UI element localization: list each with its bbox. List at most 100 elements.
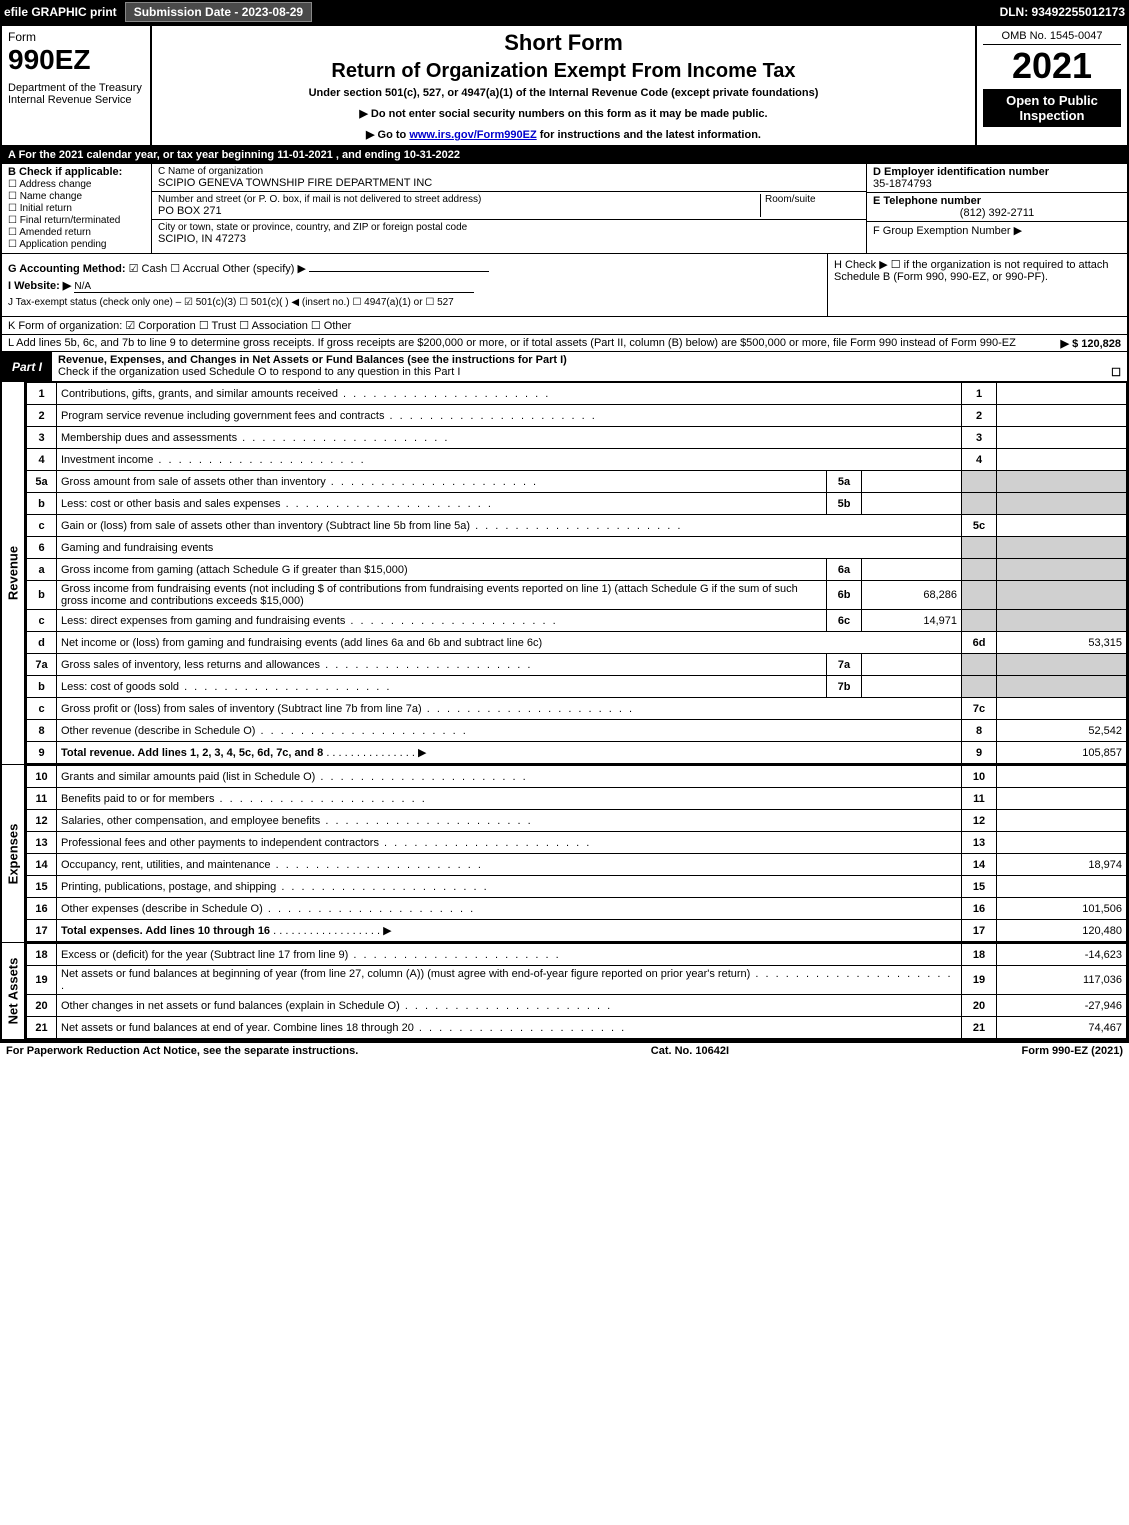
g-accrual[interactable]: ☐ Accrual: [170, 263, 219, 275]
r14-desc: Occupancy, rent, utilities, and maintena…: [61, 859, 483, 871]
r3-desc: Membership dues and assessments: [61, 432, 449, 444]
r18-desc: Excess or (deficit) for the year (Subtra…: [61, 949, 561, 961]
part1-title: Revenue, Expenses, and Changes in Net As…: [52, 352, 1127, 381]
r1-desc: Contributions, gifts, grants, and simila…: [61, 388, 550, 400]
r18-val: -14,623: [997, 944, 1127, 966]
expenses-section: Expenses 10Grants and similar amounts pa…: [2, 765, 1127, 943]
r15-val: [997, 876, 1127, 898]
part1-tag: Part I: [2, 358, 52, 376]
expenses-table: 10Grants and similar amounts paid (list …: [26, 765, 1127, 942]
r21-desc: Net assets or fund balances at end of ye…: [61, 1022, 626, 1034]
part1-title-text: Revenue, Expenses, and Changes in Net As…: [58, 354, 567, 366]
r7a-val: [862, 654, 962, 676]
revenue-side-label: Revenue: [2, 382, 26, 764]
r17-val: 120,480: [997, 920, 1127, 942]
section-ghij: G Accounting Method: ☑ Cash ☐ Accrual Ot…: [2, 254, 1127, 317]
r6-desc: Gaming and fundraising events: [61, 542, 213, 554]
g-label: G Accounting Method:: [8, 263, 126, 275]
line-k: K Form of organization: ☑ Corporation ☐ …: [2, 317, 1127, 335]
g-other[interactable]: Other (specify) ▶: [222, 263, 306, 275]
r6c-desc: Less: direct expenses from gaming and fu…: [61, 615, 558, 627]
r16-val: 101,506: [997, 898, 1127, 920]
submission-date-button[interactable]: Submission Date - 2023-08-29: [125, 2, 312, 22]
r6b-val: 68,286: [862, 581, 962, 610]
section-b: B Check if applicable: ☐ Address change …: [2, 164, 152, 253]
r6c-val: 14,971: [862, 610, 962, 632]
r20-val: -27,946: [997, 995, 1127, 1017]
addr-value: PO BOX 271: [158, 205, 760, 217]
r14-val: 18,974: [997, 854, 1127, 876]
r4-desc: Investment income: [61, 454, 366, 466]
part1-checkbox[interactable]: ☐: [1111, 366, 1121, 379]
note-ssn: ▶ Do not enter social security numbers o…: [158, 107, 969, 120]
org-name: SCIPIO GENEVA TOWNSHIP FIRE DEPARTMENT I…: [158, 177, 860, 189]
chk-address-change[interactable]: ☐ Address change: [8, 179, 145, 190]
r6d-val: 53,315: [997, 632, 1127, 654]
chk-final-return[interactable]: ☐ Final return/terminated: [8, 215, 145, 226]
r4-val: [997, 449, 1127, 471]
r12-val: [997, 810, 1127, 832]
l-text: L Add lines 5b, 6c, and 7b to line 9 to …: [8, 337, 1016, 349]
section-a: A For the 2021 calendar year, or tax yea…: [2, 147, 1127, 164]
r9-desc: Total revenue. Add lines 1, 2, 3, 4, 5c,…: [61, 747, 323, 759]
expenses-side-label: Expenses: [2, 765, 26, 942]
r5b-val: [862, 493, 962, 515]
chk-initial-return[interactable]: ☐ Initial return: [8, 203, 145, 214]
website-value: N/A: [74, 281, 474, 293]
dept-label: Department of the Treasury: [8, 82, 144, 94]
r7b-val: [862, 676, 962, 698]
ein-label: D Employer identification number: [873, 166, 1121, 178]
r5b-desc: Less: cost or other basis and sales expe…: [61, 498, 493, 510]
r11-val: [997, 788, 1127, 810]
g-cash[interactable]: ☑ Cash: [129, 263, 168, 275]
line-l: L Add lines 5b, 6c, and 7b to line 9 to …: [2, 335, 1127, 351]
r21-val: 74,467: [997, 1017, 1127, 1039]
r7a-desc: Gross sales of inventory, less returns a…: [61, 659, 532, 671]
r12-desc: Salaries, other compensation, and employ…: [61, 815, 533, 827]
r10-desc: Grants and similar amounts paid (list in…: [61, 771, 528, 783]
r6b-desc: Gross income from fundraising events (no…: [61, 583, 798, 607]
r5a-desc: Gross amount from sale of assets other t…: [61, 476, 538, 488]
phone-value: (812) 392-2711: [873, 207, 1121, 219]
r7c-desc: Gross profit or (loss) from sales of inv…: [61, 703, 634, 715]
dln-label: DLN: 93492255012173: [1000, 5, 1125, 19]
room-label: Room/suite: [765, 194, 860, 205]
line-i: I Website: ▶ N/A: [8, 279, 821, 293]
note-link: ▶ Go to www.irs.gov/Form990EZ for instru…: [158, 128, 969, 141]
chk-application-pending[interactable]: ☐ Application pending: [8, 239, 145, 250]
title-short-form: Short Form: [158, 30, 969, 56]
footer-left: For Paperwork Reduction Act Notice, see …: [6, 1045, 358, 1057]
line-h: H Check ▶ ☐ if the organization is not r…: [827, 254, 1127, 316]
city-label: City or town, state or province, country…: [158, 222, 860, 233]
omb-number: OMB No. 1545-0047: [983, 30, 1121, 45]
group-exemption-label: F Group Exemption Number ▶: [873, 224, 1121, 237]
ein-value: 35-1874793: [873, 178, 1121, 190]
r17-desc: Total expenses. Add lines 10 through 16: [61, 925, 270, 937]
r6a-val: [862, 559, 962, 581]
chk-amended-return[interactable]: ☐ Amended return: [8, 227, 145, 238]
city-value: SCIPIO, IN 47273: [158, 233, 860, 245]
netassets-section: Net Assets 18Excess or (deficit) for the…: [2, 943, 1127, 1041]
section-de: D Employer identification number 35-1874…: [867, 164, 1127, 253]
open-inspection: Open to Public Inspection: [983, 89, 1121, 127]
r11-desc: Benefits paid to or for members: [61, 793, 427, 805]
chk-name-change[interactable]: ☐ Name change: [8, 191, 145, 202]
r7c-val: [997, 698, 1127, 720]
irs-link[interactable]: www.irs.gov/Form990EZ: [409, 129, 536, 141]
phone-label: E Telephone number: [873, 195, 1121, 207]
subtitle: Under section 501(c), 527, or 4947(a)(1)…: [158, 87, 969, 99]
part1-header: Part I Revenue, Expenses, and Changes in…: [2, 351, 1127, 382]
r5c-desc: Gain or (loss) from sale of assets other…: [61, 520, 682, 532]
r6a-desc: Gross income from gaming (attach Schedul…: [61, 564, 408, 576]
r19-desc: Net assets or fund balances at beginning…: [61, 968, 953, 992]
note-link-post: for instructions and the latest informat…: [537, 129, 761, 141]
part1-check-text: Check if the organization used Schedule …: [58, 366, 460, 378]
form-label: Form: [8, 30, 144, 44]
note-link-pre: ▶ Go to: [366, 129, 409, 141]
r1-val: [997, 383, 1127, 405]
footer-right: Form 990-EZ (2021): [1022, 1045, 1123, 1057]
r7b-desc: Less: cost of goods sold: [61, 681, 391, 693]
section-c: C Name of organization SCIPIO GENEVA TOW…: [152, 164, 867, 253]
r9-val: 105,857: [997, 742, 1127, 764]
r2-desc: Program service revenue including govern…: [61, 410, 597, 422]
